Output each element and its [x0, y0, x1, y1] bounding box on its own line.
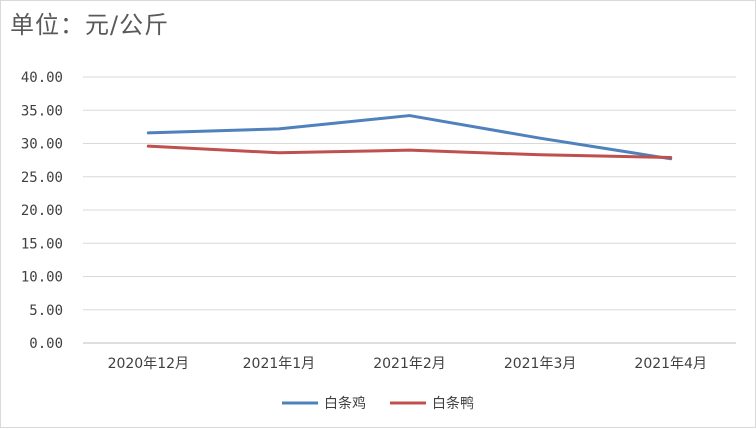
y-tick-label: 10.00: [21, 270, 63, 286]
x-tick-label: 2020年12月: [108, 356, 189, 372]
x-tick-label: 2021年3月: [504, 356, 577, 372]
y-tick-label: 15.00: [21, 236, 63, 252]
legend-label: 白条鸡: [324, 395, 366, 412]
x-tick-label: 2021年2月: [373, 356, 446, 372]
x-tick-label: 2021年4月: [634, 356, 707, 372]
y-tick-label: 20.00: [21, 203, 63, 219]
series-line-chicken: [148, 116, 670, 159]
y-tick-label: 5.00: [29, 303, 63, 319]
y-tick-label: 40.00: [21, 70, 63, 86]
y-tick-label: 25.00: [21, 170, 63, 186]
x-tick-label: 2021年1月: [243, 356, 316, 372]
y-tick-label: 30.00: [21, 137, 63, 153]
legend-label: 白条鸭: [432, 395, 474, 412]
y-tick-label: 0.00: [29, 336, 63, 352]
y-tick-label: 35.00: [21, 103, 63, 119]
